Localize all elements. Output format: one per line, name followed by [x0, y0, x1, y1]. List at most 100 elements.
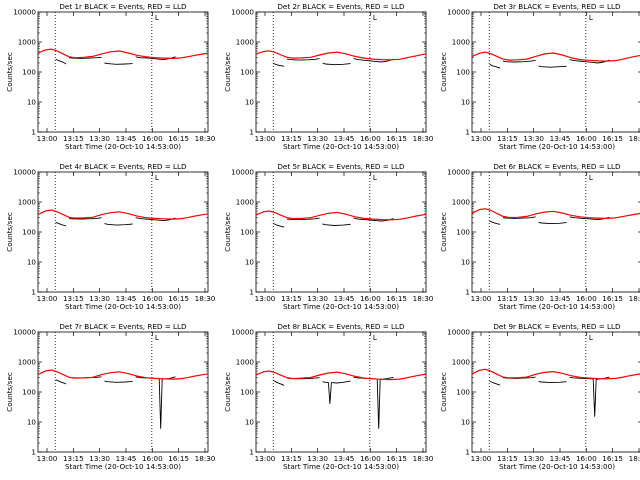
events-series-line	[538, 221, 567, 225]
events-series-line	[104, 380, 133, 383]
chart-title: Det 8r BLACK = Events, RED = LLD	[277, 322, 405, 331]
x-axis-label: Start Time (20-Oct-10 14:53:00)	[283, 142, 399, 151]
x-axis-label: Start Time (20-Oct-10 14:53:00)	[283, 302, 399, 311]
x-tick-label: 13:45	[334, 294, 355, 303]
y-tick-label: 10	[461, 418, 471, 427]
y-tick-label: 100	[456, 68, 470, 77]
x-tick-label: 13:45	[116, 294, 137, 303]
y-tick-label: 10	[245, 418, 255, 427]
events-series-line	[68, 56, 102, 59]
events-series-line	[273, 63, 285, 67]
x-tick-label: 16:15	[168, 134, 189, 143]
y-tick-label: 10	[461, 258, 471, 267]
chart-title: Det 4r BLACK = Events, RED = LLD	[59, 162, 187, 171]
x-tick-label: 16:15	[602, 134, 623, 143]
x-tick-label: 13:30	[523, 134, 544, 143]
x-tick-label: 16:00	[360, 294, 381, 303]
x-tick-label: 13:45	[116, 454, 137, 463]
events-series-line	[104, 223, 133, 226]
plot-frame	[255, 331, 427, 453]
x-tick-label: 13:45	[550, 454, 571, 463]
x-axis-label: Start Time (20-Oct-10 14:53:00)	[499, 302, 615, 311]
events-series-line	[489, 220, 501, 225]
events-series-line	[489, 380, 501, 386]
x-tick-label: 13:30	[89, 134, 110, 143]
chart-title: Det 3r BLACK = Events, RED = LLD	[493, 2, 621, 11]
x-tick-label: 13:30	[523, 294, 544, 303]
x-tick-label: 16:15	[168, 294, 189, 303]
chart-panel-4: Det 4r BLACK = Events, RED = LLD 1 10 100 10…	[5, 162, 216, 311]
x-tick-label: 13:30	[307, 294, 328, 303]
y-tick-label: 1	[249, 288, 254, 297]
y-tick-label: 10	[461, 98, 471, 107]
y-tick-label: 10000	[447, 8, 470, 17]
plot-frame	[37, 171, 209, 293]
x-tick-label: 16:00	[360, 454, 381, 463]
plot-frame	[37, 11, 209, 133]
events-series-line	[322, 223, 351, 226]
lld-series-line	[471, 368, 640, 380]
x-tick-label: 13:15	[63, 134, 84, 143]
events-series-line	[286, 217, 320, 221]
x-tick-label: 16:15	[386, 134, 407, 143]
chart-panel-5: Det 5r BLACK = Events, RED = LLD 1 10 100 10…	[223, 162, 434, 311]
x-tick-label: 16:00	[142, 134, 163, 143]
x-tick-label: 16:00	[576, 134, 597, 143]
chart-title: Det 5r BLACK = Events, RED = LLD	[277, 162, 405, 171]
events-series-line	[353, 58, 394, 63]
chart-panel-1: Det 1r BLACK = Events, RED = LLD 1 10 100 10…	[5, 2, 216, 151]
y-tick-label: 1	[249, 448, 254, 457]
y-tick-label: 10000	[447, 328, 470, 337]
events-series-line	[538, 65, 567, 68]
x-tick-label: 18:30	[195, 454, 216, 463]
events-series-line	[322, 62, 351, 66]
y-tick-label: 10	[27, 98, 37, 107]
x-tick-label: 13:30	[89, 454, 110, 463]
chart-panel-9: Det 9r BLACK = Events, RED = LLD 1 10 100 10…	[439, 322, 640, 471]
events-series-line	[135, 376, 176, 429]
y-tick-label: 1000	[452, 198, 471, 207]
lld-series-line	[37, 48, 209, 60]
x-tick-label: 13:30	[89, 294, 110, 303]
x-tick-label: 13:15	[497, 454, 518, 463]
marker-label: L	[589, 13, 593, 22]
y-tick-label: 1	[465, 448, 470, 457]
y-tick-label: 100	[240, 388, 254, 397]
events-series-line	[68, 217, 102, 220]
chart-panel-7: Det 7r BLACK = Events, RED = LLD 1 10 100 10…	[5, 322, 216, 471]
events-series-line	[273, 223, 285, 228]
y-tick-label: 1000	[236, 198, 255, 207]
y-tick-label: 1000	[452, 358, 471, 367]
chart-panel-6: Det 6r BLACK = Events, RED = LLD 1 10 100 10…	[439, 162, 640, 311]
x-axis-label: Start Time (20-Oct-10 14:53:00)	[499, 462, 615, 471]
x-tick-label: 18:30	[413, 134, 434, 143]
x-tick-label: 18:30	[413, 454, 434, 463]
x-tick-label: 13:30	[307, 454, 328, 463]
chart-panel-2: Det 2r BLACK = Events, RED = LLD 1 10 100 10…	[223, 2, 434, 151]
y-axis-label: Counts/sec	[439, 372, 448, 412]
x-axis-label: Start Time (20-Oct-10 14:53:00)	[283, 462, 399, 471]
lld-series-line	[471, 208, 640, 220]
events-series-line	[55, 379, 67, 385]
x-tick-label: 18:30	[629, 454, 640, 463]
marker-label: L	[373, 13, 377, 22]
y-tick-label: 100	[22, 388, 36, 397]
events-series-line	[55, 221, 67, 227]
y-tick-label: 10	[245, 98, 255, 107]
y-tick-label: 1000	[236, 38, 255, 47]
x-tick-label: 13:15	[63, 294, 84, 303]
y-tick-label: 10000	[231, 168, 254, 177]
y-tick-label: 10	[27, 418, 37, 427]
events-series-line	[55, 58, 67, 65]
x-tick-label: 13:15	[63, 454, 84, 463]
plot-frame	[255, 171, 427, 293]
y-tick-label: 1	[31, 448, 36, 457]
x-tick-label: 13:45	[550, 134, 571, 143]
marker-label: L	[155, 333, 159, 342]
chart-title: Det 9r BLACK = Events, RED = LLD	[493, 322, 621, 331]
plot-frame	[37, 331, 209, 453]
chart-panel-3: Det 3r BLACK = Events, RED = LLD 1 10 100 10…	[439, 2, 640, 151]
x-tick-label: 16:00	[576, 294, 597, 303]
x-axis-label: Start Time (20-Oct-10 14:53:00)	[65, 142, 181, 151]
x-tick-label: 13:30	[523, 454, 544, 463]
